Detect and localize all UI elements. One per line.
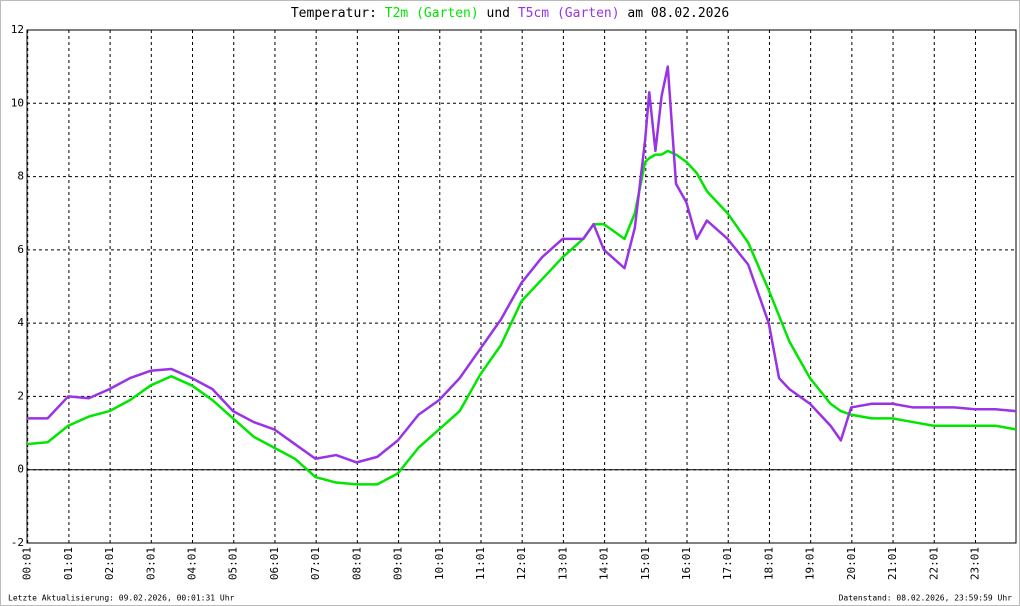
y-tick-label: -2 xyxy=(11,536,24,549)
footer-left: Letzte Aktualisierung: 09.02.2026, 00:01… xyxy=(8,594,235,603)
title-series: T2m (Garten) xyxy=(385,6,479,21)
x-tick-label: 15:01 xyxy=(639,547,652,580)
plot-area xyxy=(26,29,1017,544)
x-tick-label: 20:01 xyxy=(845,547,858,580)
x-tick-label: 17:01 xyxy=(721,547,734,580)
x-tick-label: 04:01 xyxy=(186,547,199,580)
x-tick-label: 21:01 xyxy=(886,547,899,580)
y-tick-label: 0 xyxy=(17,463,24,476)
y-tick-label: 12 xyxy=(11,23,24,36)
x-tick-label: 02:01 xyxy=(103,547,116,580)
chart-title: Temperatur: T2m (Garten) und T5cm (Garte… xyxy=(291,6,729,21)
x-tick-label: 13:01 xyxy=(556,547,569,580)
x-tick-label: 10:01 xyxy=(433,547,446,580)
title-prefix: Temperatur: xyxy=(291,6,377,21)
x-tick-label: 06:01 xyxy=(268,547,281,580)
x-tick-label: 18:01 xyxy=(762,547,775,580)
x-tick-label: 12:01 xyxy=(515,547,528,580)
y-tick-label: 4 xyxy=(17,316,24,329)
y-tick-label: 6 xyxy=(17,243,24,256)
x-tick-label: 00:01 xyxy=(21,547,34,580)
x-tick-label: 11:01 xyxy=(474,547,487,580)
y-tick-label: 10 xyxy=(11,96,24,109)
y-tick-label: 2 xyxy=(17,389,24,402)
x-tick-label: 07:01 xyxy=(309,547,322,580)
line-series xyxy=(26,149,1017,486)
y-tick-label: 8 xyxy=(17,170,24,183)
title-suffix: am 08.02.2026 xyxy=(627,6,729,21)
x-tick-label: 09:01 xyxy=(392,547,405,580)
x-tick-label: 22:01 xyxy=(927,547,940,580)
x-tick-label: 08:01 xyxy=(350,547,363,580)
title-series: T5cm (Garten) xyxy=(518,6,620,21)
x-tick-label: 05:01 xyxy=(227,547,240,580)
title-and: und xyxy=(487,6,510,21)
x-tick-label: 16:01 xyxy=(680,547,693,580)
x-tick-label: 14:01 xyxy=(598,547,611,580)
footer-right: Datenstand: 08.02.2026, 23:59:59 Uhr xyxy=(839,594,1013,603)
x-tick-label: 19:01 xyxy=(804,547,817,580)
line-series xyxy=(27,65,1017,464)
x-tick-label: 03:01 xyxy=(144,547,157,580)
x-tick-label: 23:01 xyxy=(968,547,981,580)
x-tick-label: 01:01 xyxy=(62,547,75,580)
